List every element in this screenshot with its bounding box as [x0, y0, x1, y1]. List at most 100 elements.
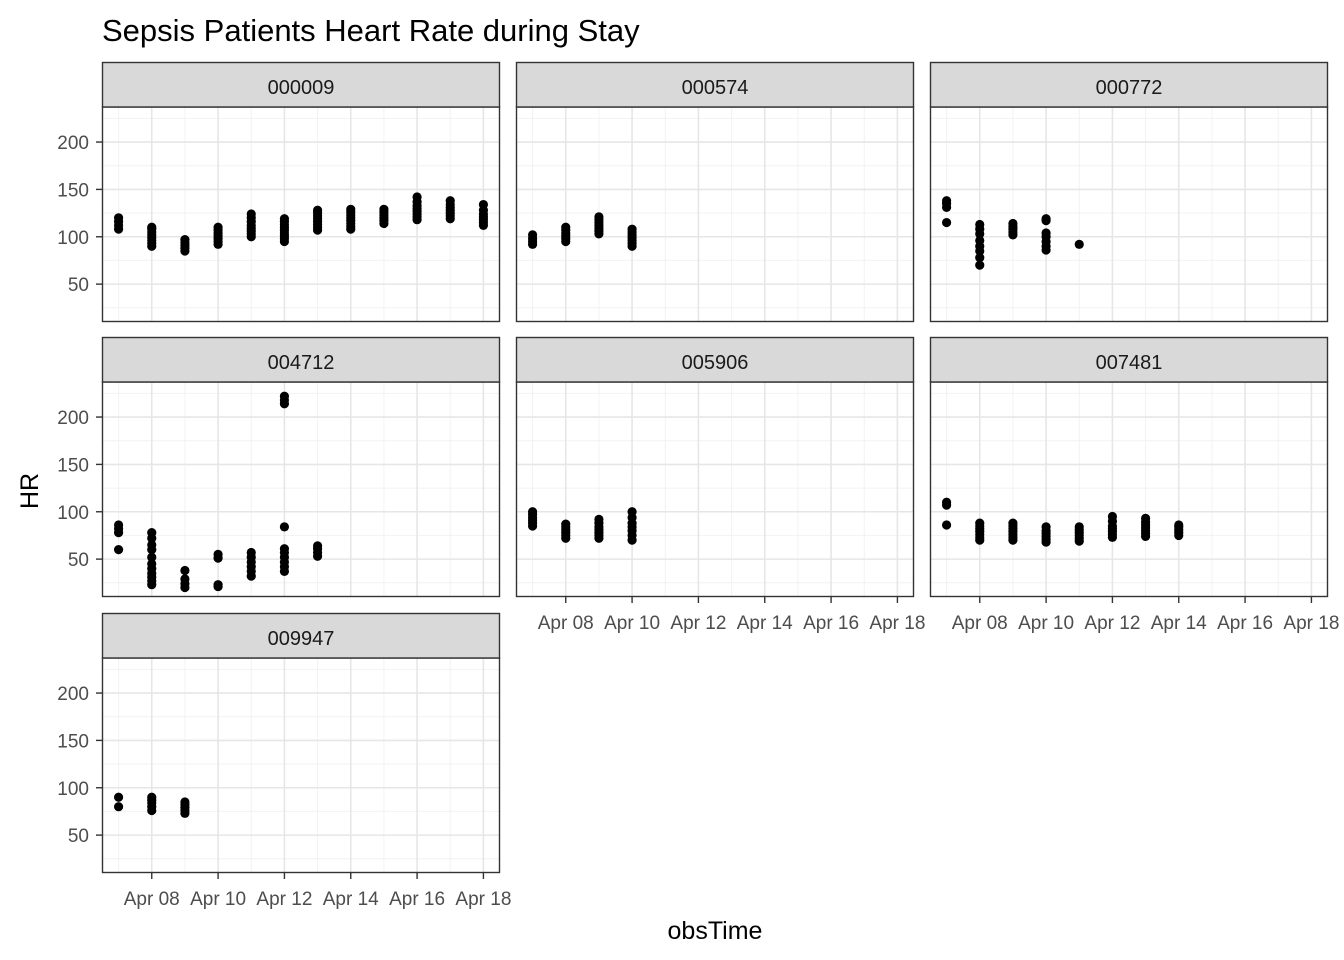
data-point: [213, 222, 223, 232]
data-point: [147, 559, 157, 569]
data-point: [627, 224, 637, 234]
y-tick-label: 100: [57, 228, 89, 249]
x-tick-label: Apr 16: [389, 889, 445, 910]
data-point: [213, 580, 223, 590]
facet-strip: [515, 336, 915, 383]
data-point: [561, 519, 571, 529]
data-point: [478, 199, 489, 210]
y-axis-title: HR: [16, 473, 44, 509]
panel-background: [102, 658, 500, 873]
major-gridlines: [516, 107, 914, 322]
data-point: [975, 219, 985, 230]
facet-strip-label: 005906: [682, 352, 749, 374]
x-tick-label: Apr 14: [323, 889, 379, 910]
data-point: [279, 214, 290, 224]
data-point: [213, 549, 223, 559]
facet-strip: [101, 61, 501, 108]
y-tick-label: 200: [57, 133, 89, 154]
y-tick-label: 50: [68, 826, 89, 847]
panel-background: [930, 107, 1328, 322]
y-tick-label: 100: [57, 503, 89, 524]
data-point: [147, 540, 157, 550]
major-gridlines: [102, 658, 500, 873]
data-point: [346, 204, 356, 214]
y-tick-label: 150: [57, 455, 89, 476]
major-gridlines: [516, 382, 914, 597]
x-tick-label: Apr 10: [1018, 613, 1074, 634]
facet-strip: [101, 336, 501, 383]
major-gridlines: [930, 107, 1328, 322]
x-tick-label: Apr 18: [869, 613, 925, 634]
facet-strip: [929, 336, 1329, 383]
data-point: [147, 222, 157, 232]
facet-strip-label: 000772: [1096, 77, 1163, 99]
y-tick-label: 200: [57, 684, 89, 705]
major-gridlines: [930, 382, 1328, 597]
data-point: [312, 205, 323, 215]
facet-panel-000772: 000772: [929, 61, 1329, 323]
data-points: [527, 507, 637, 545]
data-point: [312, 541, 323, 551]
x-tick-label: Apr 12: [1084, 613, 1140, 634]
data-points: [941, 497, 1184, 547]
x-tick-label: Apr 12: [256, 889, 312, 910]
y-axis: 50 100 150 200: [57, 408, 102, 571]
data-point: [627, 507, 637, 517]
data-point: [1041, 522, 1051, 532]
panel-background: [102, 107, 500, 322]
y-tick-label: 50: [68, 550, 89, 571]
data-point: [1041, 228, 1051, 238]
data-point: [1041, 214, 1051, 224]
x-tick-label: Apr 12: [670, 613, 726, 634]
facet-panel-009947: 009947 50 100 150 200 Apr 08 Apr 10 Apr 12 Apr 1…: [57, 612, 511, 910]
facet-strip: [515, 61, 915, 108]
data-point: [113, 802, 124, 812]
x-tick-label: Apr 16: [1217, 613, 1273, 634]
data-point: [941, 520, 952, 530]
data-point: [246, 209, 256, 219]
data-points: [113, 192, 489, 256]
facet-panel-000574: 000574: [515, 61, 915, 323]
x-tick-label: Apr 18: [455, 889, 511, 910]
data-points: [527, 212, 637, 251]
data-point: [1174, 520, 1184, 530]
x-tick-label: Apr 16: [803, 613, 859, 634]
y-tick-label: 150: [57, 180, 89, 201]
x-tick-label: Apr 08: [952, 613, 1008, 634]
x-tick-label: Apr 10: [190, 889, 246, 910]
data-point: [1140, 513, 1151, 523]
facet-strip-label: 007481: [1096, 352, 1163, 374]
data-point: [941, 217, 952, 228]
facet-strip-label: 009947: [268, 628, 335, 650]
data-points: [113, 391, 323, 593]
panel-background: [516, 382, 914, 597]
data-points: [113, 792, 190, 818]
x-tick-label: Apr 14: [737, 613, 793, 634]
x-tick-label: Apr 08: [538, 613, 594, 634]
data-point: [1008, 518, 1018, 528]
data-point: [113, 792, 124, 802]
data-point: [975, 260, 985, 270]
y-axis: 50 100 150 200: [57, 684, 102, 847]
x-tick-label: Apr 18: [1283, 613, 1339, 634]
data-point: [147, 792, 157, 802]
facet-strip: [929, 61, 1329, 108]
data-point: [379, 204, 389, 214]
y-tick-label: 150: [57, 731, 89, 752]
data-point: [975, 235, 985, 246]
panel-background: [102, 382, 500, 597]
x-axis-title: obsTime: [668, 917, 763, 945]
data-point: [975, 518, 985, 528]
data-point: [1008, 218, 1018, 229]
facet-strip-label: 000009: [268, 77, 335, 99]
data-point: [147, 527, 157, 538]
data-point: [180, 574, 190, 584]
data-point: [180, 234, 190, 245]
x-axis: Apr 08 Apr 10 Apr 12 Apr 14 Apr 16 Apr 18: [124, 873, 511, 910]
panel-background: [516, 107, 914, 322]
facet-panel-000009: 000009 50 100 150 200: [57, 61, 501, 323]
data-point: [412, 192, 422, 202]
data-point: [1074, 522, 1084, 532]
